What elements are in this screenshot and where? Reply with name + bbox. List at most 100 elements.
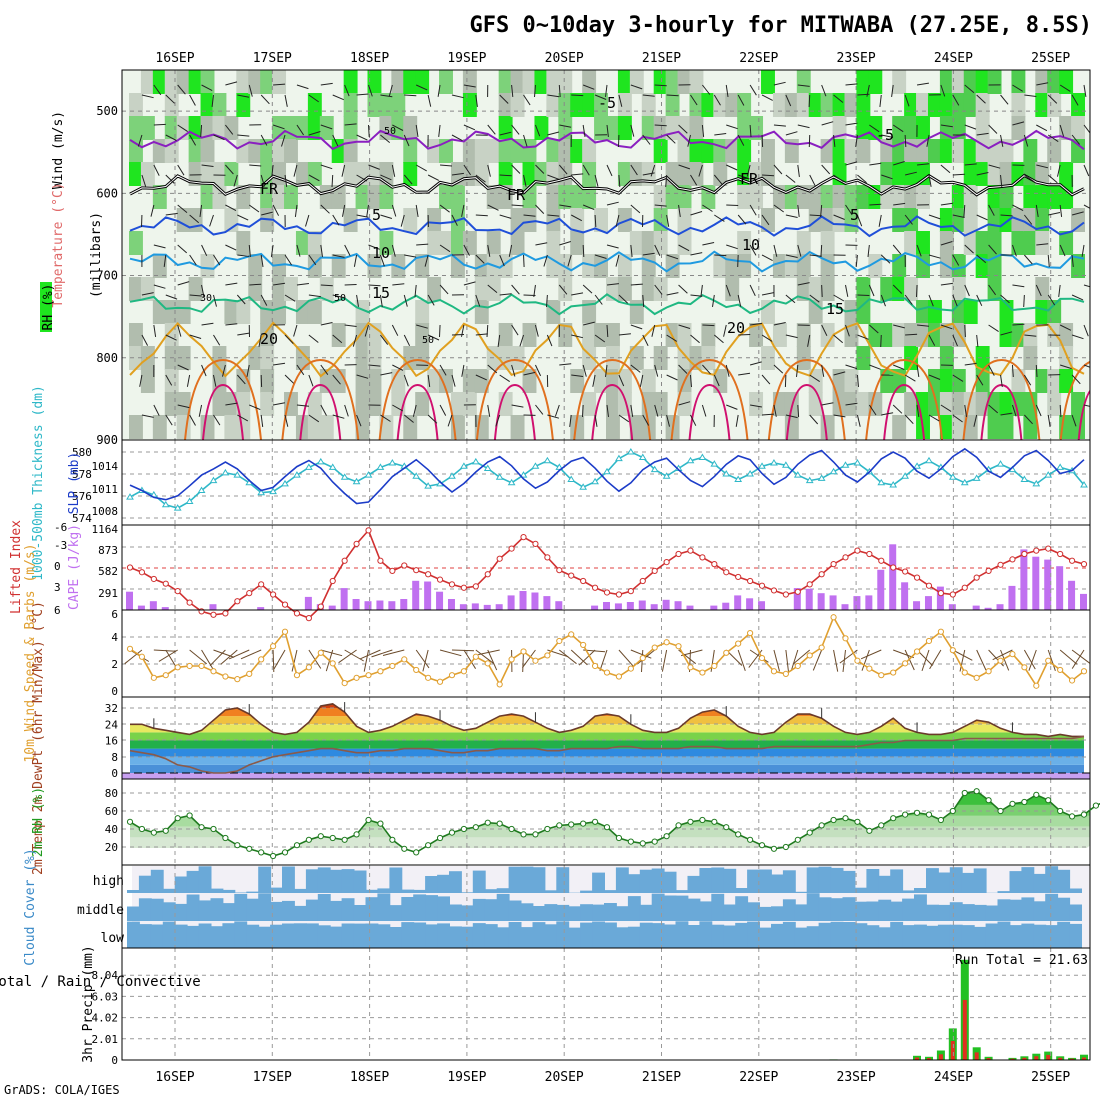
cape-bar xyxy=(149,601,157,610)
wind-barb xyxy=(964,124,977,130)
wind-barb xyxy=(726,244,738,250)
wind10m-barb xyxy=(749,649,769,663)
rh-shade-cell xyxy=(951,300,966,324)
rh-shade-cell xyxy=(999,185,1014,209)
rh-shade-cell xyxy=(284,116,298,140)
cape-bar xyxy=(328,605,336,610)
thickness-line-point xyxy=(352,477,361,485)
rh-shade-cell xyxy=(152,70,167,94)
thickness-line-point xyxy=(185,497,194,504)
rh-shade-cell xyxy=(737,185,752,209)
wind-barb xyxy=(642,252,655,256)
rh-shade-cell xyxy=(450,231,465,255)
rh-line-point xyxy=(317,833,324,840)
wind-barb xyxy=(594,294,603,305)
rh-shade-cell xyxy=(164,369,179,393)
rh-shade-cell xyxy=(200,139,215,163)
rh-shade-cell xyxy=(892,277,907,301)
cloud-cell xyxy=(651,923,665,948)
wind-barb xyxy=(582,84,595,90)
wind-barb xyxy=(475,254,485,264)
top-date-labels: 16SEP 17SEP 18SEP 19SEP 20SEP 21SEP 22SEP 23SEP… xyxy=(155,51,1070,66)
rh-shade-cell xyxy=(892,116,907,140)
wind-barb xyxy=(368,364,381,367)
li-tick: -3 xyxy=(54,539,67,552)
rh-shade-cell xyxy=(677,392,692,416)
rh-shade-cell xyxy=(856,70,871,94)
cloud-cell xyxy=(866,925,880,948)
rh-shade-cell xyxy=(999,323,1014,347)
lifted-index-line-point xyxy=(401,562,408,569)
cloud-cell xyxy=(1021,897,1035,921)
cloud-cell xyxy=(878,875,892,893)
rh-shade-cell xyxy=(164,70,179,94)
cape-bar xyxy=(865,595,873,610)
wind-barb xyxy=(165,134,177,141)
wind-barb xyxy=(308,414,320,423)
rh-line-point xyxy=(1033,791,1040,798)
wind10m-speed-point xyxy=(591,662,599,670)
wind-barb xyxy=(988,404,999,414)
cloud-cell xyxy=(293,888,307,893)
wind-barb xyxy=(261,211,273,216)
cloud-cell xyxy=(556,867,570,893)
wind-barb xyxy=(714,254,727,257)
lifted-index-line-point xyxy=(770,587,778,594)
wind10m-speed-point xyxy=(985,668,992,675)
wind-barb xyxy=(165,294,178,300)
rh-shade-cell xyxy=(450,254,465,278)
cloud-cell xyxy=(604,922,617,948)
wind-barb xyxy=(415,124,419,137)
top-date-label: 22SEP xyxy=(739,51,778,66)
rh-shade-cell xyxy=(844,323,859,347)
temp-band xyxy=(130,724,1084,733)
wind-barb xyxy=(332,94,344,101)
rh-shade-cell xyxy=(510,415,525,439)
cloud-cell xyxy=(305,923,319,948)
cape-bar xyxy=(603,602,610,610)
wind-barb xyxy=(797,282,810,286)
wind-barb xyxy=(582,124,586,137)
isotherm-25 xyxy=(573,358,652,440)
cloud-cell xyxy=(699,868,713,893)
wind10m-barb xyxy=(1023,649,1036,670)
rh-legend-swatch xyxy=(40,282,52,332)
cape-tick: 1164 xyxy=(92,523,119,536)
cape-bar xyxy=(924,596,932,610)
rh-shade-cell xyxy=(403,116,418,140)
rh-shade-cell xyxy=(570,415,585,439)
wind-barb xyxy=(833,371,846,376)
rh-shade-cell xyxy=(129,162,143,186)
wind-barb xyxy=(1023,254,1033,265)
cloud-cell xyxy=(771,906,784,921)
rh-shade-cell xyxy=(415,323,430,347)
cloud-cell xyxy=(723,904,737,921)
rh-shade-cell xyxy=(868,70,883,94)
wind10m-tick: 6 xyxy=(111,608,118,621)
rh-shade-cell xyxy=(355,369,370,393)
wind-barb xyxy=(1012,323,1025,326)
rh-shade-cell xyxy=(331,254,346,278)
wind-barb xyxy=(403,294,408,307)
wind-barb xyxy=(845,364,858,370)
cape-bar xyxy=(1020,549,1028,610)
cloud-cell xyxy=(902,898,915,921)
wind10m-barb xyxy=(201,649,214,670)
lifted-index-line-point xyxy=(973,574,980,581)
wind-barb xyxy=(615,214,620,227)
rh-shade-cell xyxy=(904,277,919,301)
cloud-cell xyxy=(794,927,808,948)
cloud-cell xyxy=(926,925,939,948)
wind10m-speed-point xyxy=(913,648,921,655)
wind-barb xyxy=(904,294,913,305)
wind-barb xyxy=(773,81,786,86)
rh-shade-cell xyxy=(594,116,608,140)
rh-shade-cell xyxy=(1023,392,1038,416)
wind-barb xyxy=(773,164,783,175)
wind-barb xyxy=(605,364,608,377)
rh-ylabel: 2m RH (%) xyxy=(31,787,46,857)
cloud-cell xyxy=(794,904,808,921)
dewpoint-line xyxy=(129,735,1085,774)
wind-barb xyxy=(558,284,568,295)
lifted-index-line-point xyxy=(639,577,646,585)
